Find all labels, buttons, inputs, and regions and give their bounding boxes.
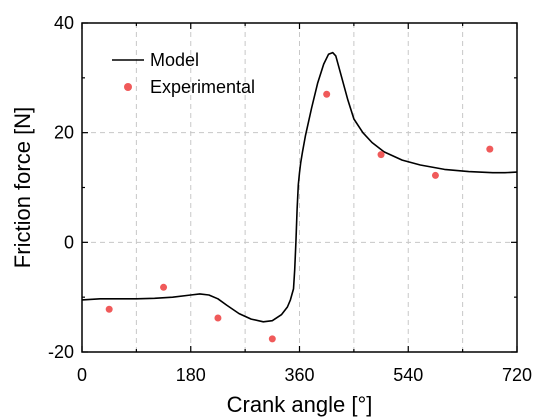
model-line <box>81 51 518 323</box>
x-tick-label: 0 <box>77 365 87 385</box>
experimental-point <box>377 151 385 159</box>
y-tick-label: -20 <box>48 342 74 362</box>
experimental-point <box>105 305 113 313</box>
plot-frame <box>81 22 518 353</box>
experimental-point <box>214 314 222 322</box>
x-tick-label: 180 <box>176 365 206 385</box>
y-axis-title: Friction force [N] <box>10 107 35 268</box>
y-tick-label: 0 <box>64 232 74 252</box>
y-tick-label: 20 <box>54 123 74 143</box>
experimental-point <box>323 90 331 98</box>
experimental-point <box>160 283 168 291</box>
grid <box>82 23 517 352</box>
x-ticks: 0 180 360 540 720 <box>77 23 532 385</box>
legend-experimental-label: Experimental <box>150 77 255 97</box>
series-layer <box>81 51 518 343</box>
experimental-point <box>486 145 494 153</box>
legend-experimental-swatch <box>124 83 132 91</box>
x-tick-label: 720 <box>502 365 532 385</box>
x-tick-label: 540 <box>393 365 423 385</box>
experimental-point <box>268 335 276 343</box>
legend: Model Experimental <box>112 50 255 97</box>
legend-model-label: Model <box>150 50 199 70</box>
y-tick-label: 40 <box>54 13 74 33</box>
experimental-point <box>431 171 439 179</box>
x-tick-label: 360 <box>284 365 314 385</box>
x-axis-title: Crank angle [°] <box>227 392 373 417</box>
